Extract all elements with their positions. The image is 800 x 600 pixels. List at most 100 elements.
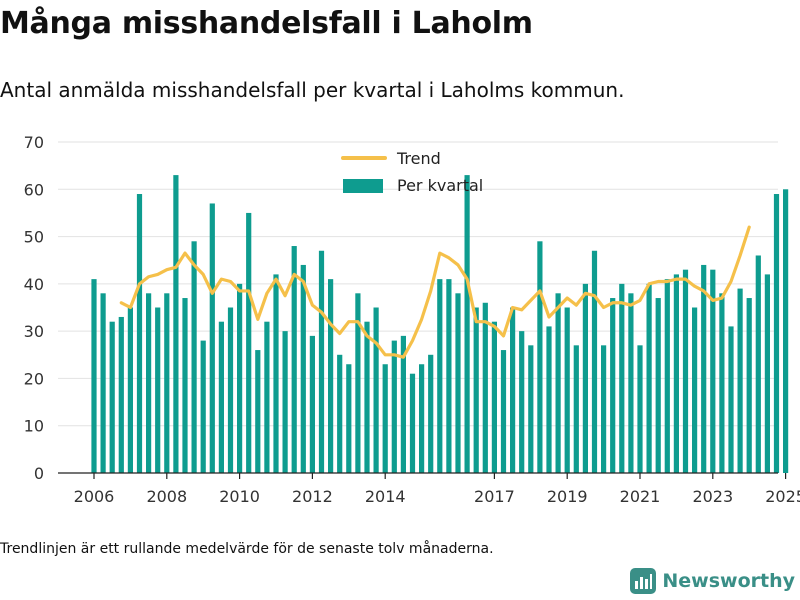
bar xyxy=(446,279,452,473)
bar xyxy=(182,298,188,473)
bar xyxy=(591,250,598,473)
bar xyxy=(491,321,497,473)
bar xyxy=(109,321,115,473)
bar xyxy=(209,203,215,473)
bar xyxy=(728,326,734,473)
bar-series xyxy=(91,175,789,473)
bar xyxy=(528,345,534,473)
y-tick-label: 60 xyxy=(24,180,44,199)
chart-legend: Trend Per kvartal xyxy=(341,149,483,195)
brand-logo: Newsworthy xyxy=(630,568,795,594)
x-tick-label: 2014 xyxy=(365,487,406,506)
bar xyxy=(519,331,525,473)
x-tick-label: 2008 xyxy=(146,487,187,506)
bar xyxy=(282,331,288,473)
bar xyxy=(346,364,352,473)
bar xyxy=(337,354,343,473)
bar xyxy=(264,321,270,473)
bar xyxy=(200,340,206,473)
legend-trend-label: Trend xyxy=(396,149,441,168)
bar xyxy=(555,293,561,473)
x-tick-label: 2021 xyxy=(620,487,661,506)
legend-bar-label: Per kvartal xyxy=(397,176,483,195)
bar xyxy=(701,264,707,473)
bar xyxy=(400,335,406,473)
bar xyxy=(692,307,698,473)
legend-bar-swatch xyxy=(343,179,383,193)
bar xyxy=(455,293,461,473)
bar xyxy=(309,335,315,473)
bar xyxy=(746,298,752,473)
x-tick-label: 2010 xyxy=(219,487,260,506)
y-tick-label: 10 xyxy=(24,417,44,436)
bar xyxy=(273,274,279,473)
bar xyxy=(164,293,170,473)
x-tick-label: 2025 xyxy=(765,487,800,506)
y-tick-label: 0 xyxy=(34,464,44,483)
bar xyxy=(510,307,516,473)
bar xyxy=(482,302,488,473)
x-tick-label: 2006 xyxy=(74,487,115,506)
bar xyxy=(355,293,361,473)
bar xyxy=(710,269,716,473)
bar xyxy=(382,364,388,473)
bar xyxy=(764,274,770,473)
bar xyxy=(601,345,607,473)
x-tick-label: 2019 xyxy=(547,487,588,506)
bar xyxy=(136,194,143,473)
y-tick-label: 20 xyxy=(24,369,44,388)
x-tick-label: 2017 xyxy=(474,487,515,506)
bar xyxy=(409,373,416,473)
bar xyxy=(464,175,470,473)
page-subtitle: Antal anmälda misshandelsfall per kvarta… xyxy=(0,78,625,102)
x-tick-label: 2012 xyxy=(292,487,333,506)
bar xyxy=(719,293,725,473)
bar xyxy=(428,354,434,473)
bar xyxy=(118,316,124,473)
bar xyxy=(564,307,570,473)
x-axis-ticks: 2006 2008 2010 2012 2014 2017 2019 2021 2023 2025 xyxy=(74,473,800,506)
newsworthy-logo-icon xyxy=(630,568,657,594)
y-axis-ticks: 0 10 20 30 40 50 60 70 xyxy=(24,133,44,483)
bar xyxy=(373,307,379,473)
bar xyxy=(664,279,670,473)
bar xyxy=(391,340,397,473)
trend-line xyxy=(119,225,751,359)
bar xyxy=(437,279,443,473)
bar xyxy=(755,255,761,473)
bar xyxy=(637,345,643,473)
bar xyxy=(628,293,634,473)
bar xyxy=(646,283,652,473)
bar xyxy=(173,175,179,473)
y-tick-label: 70 xyxy=(24,133,44,152)
bar xyxy=(582,283,588,473)
y-tick-label: 40 xyxy=(24,275,44,294)
bar xyxy=(91,279,97,473)
bar xyxy=(619,283,625,473)
bar xyxy=(364,321,370,473)
bar xyxy=(783,189,789,473)
bar xyxy=(673,274,679,473)
bar xyxy=(227,307,234,473)
bar xyxy=(291,246,297,473)
bar xyxy=(419,364,425,473)
bar xyxy=(537,241,543,473)
bar xyxy=(610,298,616,473)
bar xyxy=(155,307,161,473)
bar xyxy=(682,269,689,473)
y-tick-label: 50 xyxy=(24,228,44,247)
bar xyxy=(328,279,334,473)
bar xyxy=(473,307,479,473)
bar xyxy=(318,250,325,473)
bar xyxy=(737,288,743,473)
bar xyxy=(546,326,552,473)
bar-chart: 0 10 20 30 40 50 60 70 2006 2008 2010 2012 2014 2017… xyxy=(24,133,800,506)
bar xyxy=(191,241,197,473)
y-tick-label: 30 xyxy=(24,322,44,341)
bar xyxy=(573,345,579,473)
brand-name: Newsworthy xyxy=(662,570,795,592)
bar xyxy=(655,298,661,473)
bar xyxy=(146,293,152,473)
x-tick-label: 2023 xyxy=(692,487,733,506)
bar xyxy=(255,350,261,473)
